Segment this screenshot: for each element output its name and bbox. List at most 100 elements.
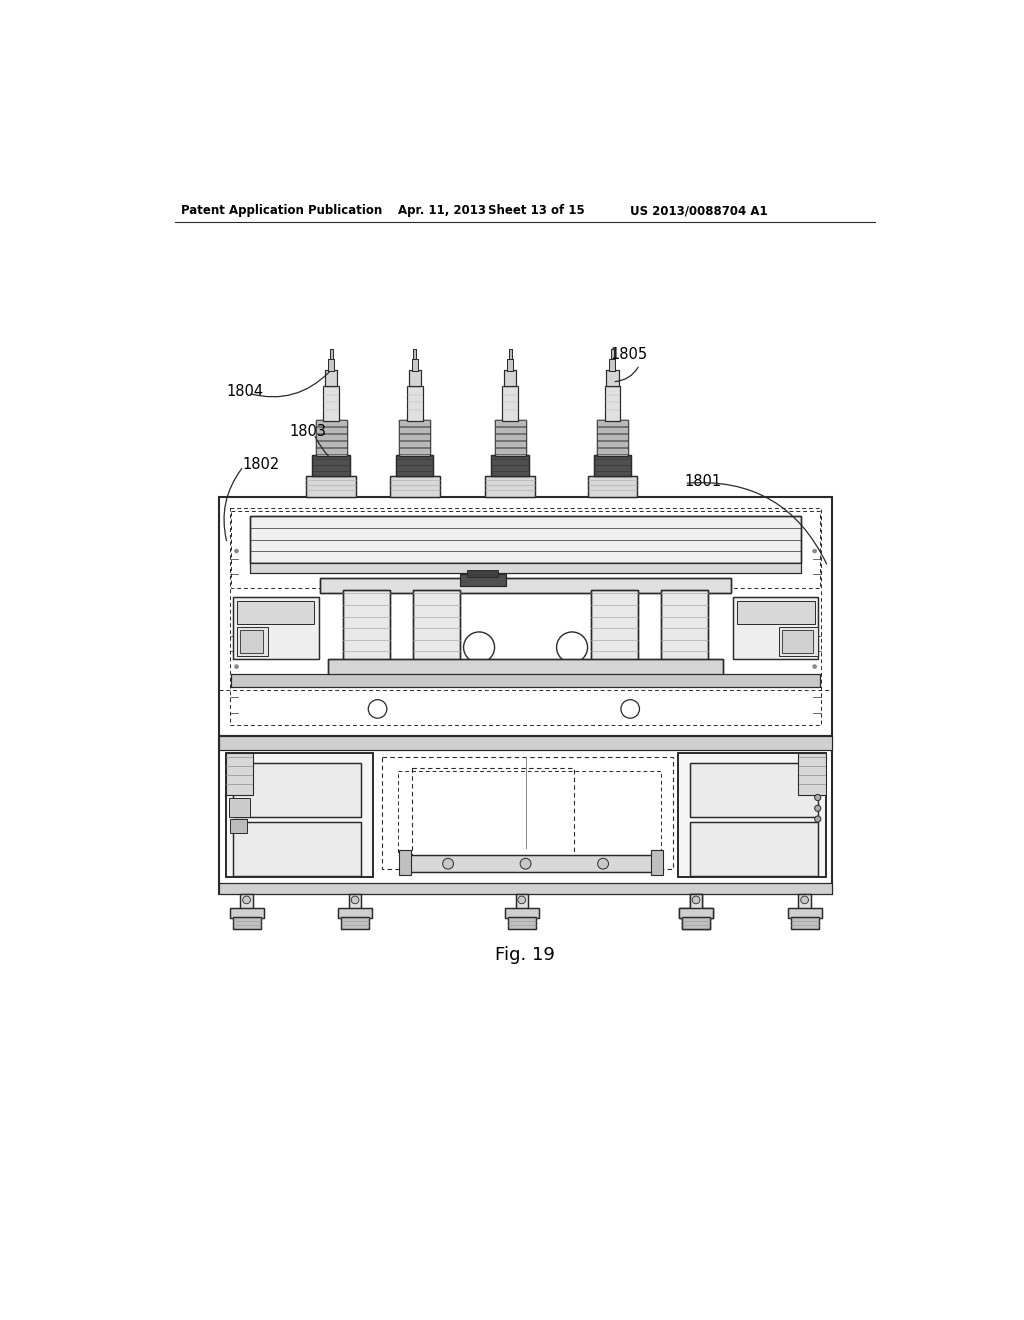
Bar — [219, 883, 831, 894]
Circle shape — [351, 896, 359, 904]
Bar — [229, 908, 263, 919]
Bar — [679, 908, 713, 919]
Bar — [231, 675, 820, 686]
Bar — [495, 428, 525, 433]
Circle shape — [234, 549, 239, 553]
Bar — [412, 768, 574, 861]
Bar — [505, 908, 539, 919]
Bar — [315, 420, 346, 455]
Bar — [597, 434, 628, 441]
Bar — [609, 359, 615, 371]
Bar — [495, 434, 525, 441]
Bar — [321, 578, 731, 594]
Bar — [219, 737, 831, 894]
Bar — [662, 590, 708, 667]
Bar — [682, 917, 710, 929]
Bar — [732, 597, 818, 659]
Bar — [495, 420, 525, 455]
Text: Apr. 11, 2013: Apr. 11, 2013 — [397, 205, 485, 218]
Bar — [251, 562, 801, 573]
Bar — [679, 908, 713, 919]
Bar — [240, 630, 263, 653]
Bar — [597, 428, 628, 433]
Bar — [231, 675, 820, 686]
Bar — [251, 516, 801, 562]
Bar — [503, 385, 518, 421]
Circle shape — [243, 896, 251, 904]
Bar — [678, 752, 825, 876]
Bar — [396, 455, 433, 477]
Bar — [232, 917, 260, 929]
Bar — [231, 511, 820, 589]
Bar — [399, 434, 430, 441]
Bar — [690, 822, 818, 876]
Bar — [343, 590, 390, 667]
Bar — [251, 516, 801, 562]
Bar — [690, 894, 702, 909]
Bar — [592, 590, 638, 667]
Bar — [492, 455, 528, 477]
Bar — [315, 434, 346, 441]
Bar — [682, 917, 710, 929]
Circle shape — [813, 549, 816, 553]
Bar — [690, 763, 818, 817]
Circle shape — [234, 665, 239, 668]
Bar — [414, 590, 460, 667]
Bar — [349, 894, 361, 909]
Bar — [232, 917, 260, 929]
Bar — [509, 350, 512, 359]
Bar — [233, 763, 361, 817]
Bar — [306, 475, 356, 498]
Bar — [237, 601, 314, 624]
Circle shape — [598, 858, 608, 869]
Circle shape — [518, 896, 525, 904]
Text: Sheet 13 of 15: Sheet 13 of 15 — [488, 205, 585, 218]
Bar — [399, 420, 430, 455]
Bar — [330, 350, 333, 359]
Text: US 2013/0088704 A1: US 2013/0088704 A1 — [630, 205, 768, 218]
Bar — [229, 908, 263, 919]
Circle shape — [813, 665, 816, 668]
Bar — [382, 758, 673, 869]
Bar — [515, 894, 528, 909]
Bar — [467, 570, 499, 577]
Bar — [343, 590, 390, 667]
Bar — [606, 370, 618, 385]
Text: 1804: 1804 — [226, 384, 263, 399]
Bar — [414, 350, 417, 359]
Circle shape — [234, 607, 239, 611]
Bar — [233, 822, 361, 876]
Bar — [588, 475, 637, 498]
Bar — [228, 797, 251, 817]
Bar — [233, 822, 361, 876]
Bar — [219, 737, 831, 750]
Bar — [341, 917, 369, 929]
Bar — [233, 763, 361, 817]
Bar — [503, 385, 518, 421]
Bar — [409, 370, 421, 385]
Bar — [225, 752, 253, 795]
Text: Fig. 19: Fig. 19 — [495, 946, 555, 965]
Bar — [782, 630, 813, 653]
Bar — [341, 917, 369, 929]
Bar — [237, 627, 267, 656]
Bar — [321, 578, 731, 594]
Bar — [399, 428, 430, 433]
Bar — [592, 590, 638, 667]
Bar — [399, 420, 430, 426]
Bar — [338, 908, 372, 919]
Bar — [324, 385, 339, 421]
Bar — [651, 850, 663, 874]
Bar — [407, 385, 423, 421]
Bar — [315, 428, 346, 433]
Circle shape — [815, 795, 821, 800]
Bar — [679, 908, 713, 919]
Bar — [597, 420, 628, 426]
Bar — [737, 601, 815, 624]
Bar — [399, 420, 430, 455]
Bar — [460, 574, 506, 586]
Circle shape — [442, 858, 454, 869]
Bar — [508, 917, 536, 929]
Bar — [791, 917, 818, 929]
Bar — [597, 441, 628, 447]
